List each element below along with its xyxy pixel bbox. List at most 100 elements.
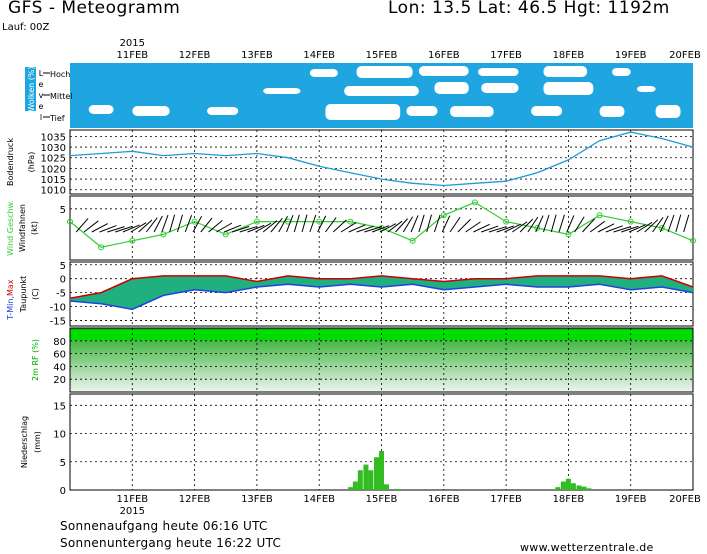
x-tick-label-top: 18FEB	[553, 50, 585, 61]
cloud-patch	[356, 66, 413, 78]
x-tick-label-bottom: 18FEB	[553, 494, 585, 505]
cloud-side-label-letter: e	[39, 80, 44, 89]
wind-speed-point	[534, 225, 541, 231]
temperature-range-fill	[70, 275, 693, 310]
wind-barb	[457, 218, 471, 233]
wind-unit-label: (kt)	[30, 221, 39, 235]
wind-barb	[449, 216, 461, 233]
wind-barb	[138, 219, 153, 233]
pressure-unit-label: (hPa)	[27, 152, 36, 173]
wind-speed-point	[129, 237, 136, 244]
source-link[interactable]: www.wetterzentrale.de	[520, 541, 654, 554]
pressure-axis-label: Bodendruck	[6, 138, 15, 186]
wind-barb	[589, 220, 605, 233]
wind-barb	[309, 214, 317, 233]
temperature-ytick-label: -15	[50, 316, 66, 327]
wind-barb	[83, 220, 99, 233]
wind-barb	[574, 216, 585, 233]
cloud-patch	[207, 107, 239, 115]
model-run-label: Lauf: 00Z	[2, 22, 50, 33]
location-readout: Lon: 13.5 Lat: 46.5 Hgt: 1192m	[388, 0, 670, 18]
cloud-patch	[132, 106, 170, 116]
pressure-ytick-label: 1015	[41, 175, 66, 186]
precip-unit-label: (mm)	[33, 431, 42, 453]
precip-bar	[586, 488, 592, 490]
wind-speed-point	[440, 212, 447, 219]
precip-bar	[374, 457, 380, 490]
cloud-patch	[655, 105, 681, 118]
humidity-ytick-label: 40	[53, 362, 66, 373]
wind-barb	[628, 224, 646, 233]
x-tick-label-bottom: 15FEB	[366, 494, 398, 505]
x-tick-label-bottom: 13FEB	[241, 494, 273, 505]
pressure-series-line	[69, 131, 694, 187]
x-tick-label-bottom: 14FEB	[303, 494, 335, 505]
precip-bar	[576, 485, 582, 490]
wind-barb	[418, 214, 425, 233]
cloud-level-label: Hoch	[50, 70, 70, 79]
wind-barb	[262, 220, 278, 233]
pressure-ytick-label: 1035	[41, 132, 66, 143]
wind-speed-point	[565, 231, 572, 238]
wind-barb	[239, 226, 258, 233]
wind-speed-point	[690, 237, 696, 244]
wind-barb	[332, 219, 347, 233]
cloud-patch	[481, 83, 519, 93]
cloud-patch	[636, 86, 656, 92]
cloud-patch	[478, 68, 519, 76]
precip-bar	[394, 488, 400, 490]
cloud-patch	[612, 68, 631, 76]
wind-barb	[130, 222, 147, 233]
wind-barb	[433, 214, 441, 233]
cloud-side-label-letter: l	[40, 113, 42, 122]
wind-speed-point	[316, 218, 323, 225]
cloud-side-label-letter: v	[39, 91, 44, 100]
x-tick-label-top: 19FEB	[615, 50, 647, 61]
precip-bar	[352, 481, 358, 490]
x-tick-label-top: 15FEB	[366, 50, 398, 61]
wind-barb	[122, 224, 140, 233]
wind-barb	[395, 218, 408, 233]
wind-barb	[184, 214, 193, 233]
x-tick-label-top: 12FEB	[179, 50, 211, 61]
dewpoint-axis-label: Taupunkt	[19, 276, 28, 314]
sunrise-text: Sonnenaufgang heute 06:16 UTC	[60, 519, 268, 533]
precip-ytick-label: 15	[53, 401, 66, 412]
precip-bar	[570, 483, 576, 490]
wind-barb	[293, 214, 300, 233]
x-tick-label-top: 11FEB	[116, 50, 148, 61]
wind-barb	[535, 215, 544, 233]
wind-speed-point	[596, 212, 603, 219]
wind-speed-point	[98, 244, 105, 251]
wind-speed-point	[347, 218, 354, 225]
wind-barb	[543, 214, 550, 233]
wind-barb	[683, 214, 690, 233]
wind-barb	[208, 220, 223, 233]
wind-barb	[216, 222, 233, 233]
temperature-ytick-label: 0	[60, 275, 66, 286]
temperature-ytick-label: -10	[50, 303, 66, 314]
wind-barb	[488, 226, 507, 233]
year-label-top: 2015	[120, 38, 145, 49]
wind-barb	[91, 223, 108, 233]
cloud-patch	[450, 106, 494, 117]
wind-barb	[270, 217, 283, 233]
wind-barb	[402, 216, 414, 233]
x-tick-label-top: 20FEB	[669, 50, 701, 61]
precip-axis-label: Niederschlag	[20, 416, 29, 468]
humidity-ytick-label: 80	[53, 337, 66, 348]
wind-barb	[621, 225, 639, 233]
wind-barb	[675, 214, 682, 233]
cloud-patch	[543, 66, 588, 77]
wind-speed-point	[409, 237, 416, 244]
wind-barb	[519, 218, 534, 233]
cloud-patch	[434, 82, 469, 94]
wind-barb	[527, 216, 539, 233]
wind-barb	[75, 218, 89, 233]
precip-ytick-label: 5	[60, 458, 66, 469]
wind-barb	[644, 219, 659, 233]
wind-barb	[473, 223, 490, 233]
cloud-side-label-letter: e	[39, 102, 44, 111]
wind-barb	[169, 214, 176, 233]
temperature-ytick-label: -5	[56, 289, 66, 300]
